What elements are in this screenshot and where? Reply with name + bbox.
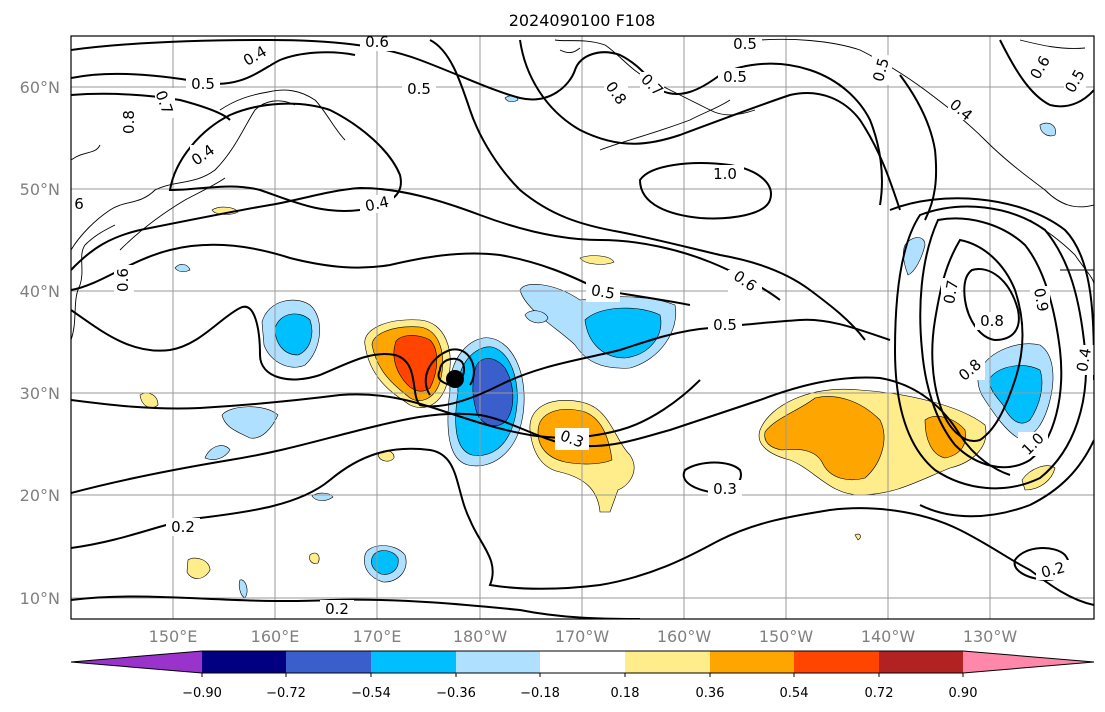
contour-label: 0.8 <box>980 312 1004 330</box>
lat-label: 30°N <box>20 384 60 403</box>
colorbar-segment <box>202 651 286 673</box>
colorbar-tick-label: 0.18 <box>611 686 640 701</box>
colorbar <box>70 650 1095 677</box>
lat-label: 50°N <box>20 180 60 199</box>
colorbar-tick-label: −0.36 <box>436 686 476 701</box>
longitude-labels: 150°E 160°E 170°E 180°W 170°W 160°W 150°… <box>149 627 1018 646</box>
colorbar-segment <box>879 651 963 673</box>
contour-label: 0.2 <box>171 518 195 536</box>
cyclone-center-marker <box>446 370 464 388</box>
contour-label: 0.8 <box>120 110 138 134</box>
contour-label: 0.6 <box>114 268 132 292</box>
contour-label: 0.6 <box>365 33 389 51</box>
contour-label: 0.3 <box>713 480 737 498</box>
colorbar-tick-label: 0.54 <box>780 686 809 701</box>
lat-label: 60°N <box>20 78 60 97</box>
colorbar-segment <box>625 651 710 673</box>
contour-label: 0.2 <box>1039 558 1067 582</box>
colorbar-tick-label: 0.72 <box>865 686 894 701</box>
lon-label: 130°W <box>963 627 1018 646</box>
lat-label: 10°N <box>20 589 60 608</box>
map-frame <box>70 35 1095 620</box>
contour-label: 0.5 <box>723 68 747 86</box>
lat-label: 40°N <box>20 282 60 301</box>
map-title: 2024090100 F108 <box>509 11 656 30</box>
shaded-anomalies <box>139 95 1056 599</box>
colorbar-extend-high <box>963 651 1094 673</box>
contour-label: 0.4 <box>1073 347 1095 374</box>
colorbar-tick-label: 0.36 <box>696 686 725 701</box>
contour-label: 0.2 <box>325 600 349 618</box>
map-panel: 0.6 0.5 0.5 0.5 0.5 0.4 0.8 0.7 0.4 0.4 <box>70 33 1095 620</box>
contour-labels: 0.6 0.5 0.5 0.5 0.5 0.4 0.8 0.7 0.4 0.4 <box>72 33 1095 618</box>
contour-label: 0.5 <box>191 75 215 93</box>
lon-label: 180°W <box>453 627 508 646</box>
colorbar-tick-label: −0.54 <box>351 686 391 701</box>
contour-label: 0.5 <box>869 56 893 84</box>
contour-label: 0.7 <box>940 279 962 306</box>
contour-label: 0.5 <box>713 316 737 334</box>
contour-label: 0.5 <box>407 80 431 98</box>
lon-label: 160°W <box>657 627 712 646</box>
colorbar-tick-label: −0.72 <box>266 686 306 701</box>
colorbar-segment <box>371 651 456 673</box>
contour-label: 0.4 <box>363 193 390 216</box>
colorbar-segment <box>286 651 371 673</box>
lon-label: 150°W <box>759 627 814 646</box>
lon-label: 150°E <box>149 627 198 646</box>
colorbar-tick-label: −0.18 <box>520 686 560 701</box>
colorbar-extend-low <box>71 651 202 673</box>
contour-label: 0.9 <box>1030 287 1052 314</box>
contour-label: 0.5 <box>733 35 757 53</box>
colorbar-segment <box>540 651 625 673</box>
colorbar-tick-label: 0.90 <box>949 686 978 701</box>
colorbar-segment <box>456 651 540 673</box>
contour-label: 0.5 <box>590 281 617 303</box>
lon-label: 140°W <box>861 627 916 646</box>
lon-label: 170°E <box>353 627 402 646</box>
lon-label: 170°W <box>555 627 610 646</box>
colorbar-segment <box>710 651 794 673</box>
colorbar-tick-label: −0.90 <box>182 686 222 701</box>
lon-label: 160°E <box>251 627 300 646</box>
colorbar-segment <box>794 651 879 673</box>
latitude-labels: 60°N 50°N 40°N 30°N 20°N 10°N <box>20 78 60 608</box>
lat-label: 20°N <box>20 486 60 505</box>
colorbar-tick-labels: −0.90 −0.72 −0.54 −0.36 −0.18 0.18 0.36 … <box>182 686 977 701</box>
contour-label: 6 <box>74 195 84 213</box>
contour-label: 1.0 <box>713 165 737 183</box>
